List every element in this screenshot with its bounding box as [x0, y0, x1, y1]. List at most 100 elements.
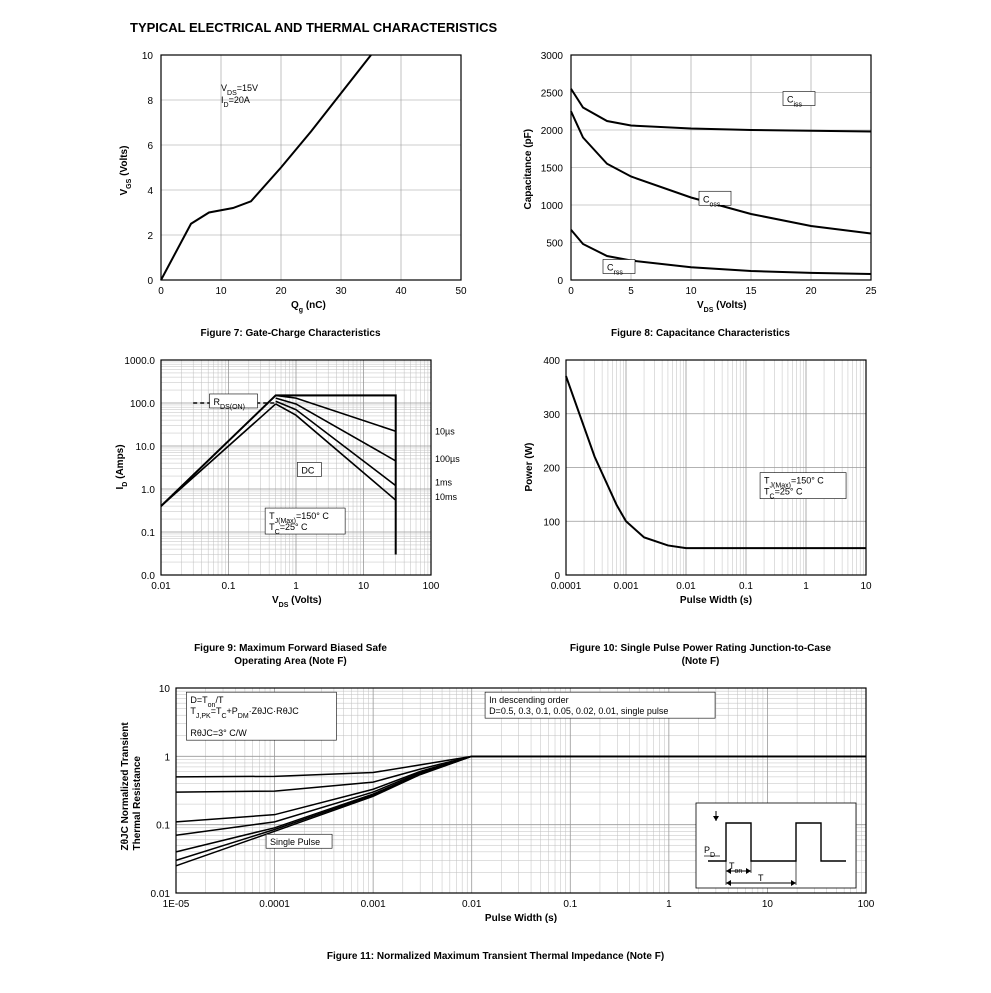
svg-text:1: 1 [666, 899, 672, 910]
svg-text:0.1: 0.1 [156, 821, 170, 832]
svg-text:10.0: 10.0 [135, 442, 155, 453]
svg-text:50: 50 [455, 286, 467, 297]
svg-text:Pulse Width (s): Pulse Width (s) [679, 595, 751, 606]
svg-text:15: 15 [745, 286, 757, 297]
svg-text:2500: 2500 [540, 89, 563, 100]
svg-text:10: 10 [860, 581, 872, 592]
svg-text:1: 1 [803, 581, 809, 592]
svg-text:1: 1 [293, 581, 299, 592]
svg-text:2000: 2000 [540, 126, 563, 137]
svg-text:0.01: 0.01 [676, 581, 696, 592]
svg-text:10: 10 [215, 286, 227, 297]
svg-text:1E-05: 1E-05 [162, 899, 189, 910]
svg-text:5: 5 [628, 286, 634, 297]
fig9-svg: 0.010.11101000.00.11.010.0100.01000.0RDS… [101, 350, 481, 640]
svg-text:ID=20A: ID=20A [221, 95, 250, 109]
svg-text:30: 30 [335, 286, 347, 297]
svg-text:0.0: 0.0 [141, 571, 155, 582]
svg-text:10: 10 [357, 581, 369, 592]
svg-text:40: 40 [395, 286, 407, 297]
svg-text:400: 400 [543, 356, 560, 367]
svg-text:0.1: 0.1 [141, 528, 155, 539]
svg-text:0.1: 0.1 [739, 581, 753, 592]
svg-text:0.0001: 0.0001 [259, 899, 290, 910]
fig8-caption: Figure 8: Capacitance Characteristics [511, 327, 891, 340]
fig8-svg: 0510152025050010001500200025003000CissCo… [511, 45, 891, 325]
svg-text:0: 0 [557, 276, 563, 287]
svg-text:D=0.5, 0.3, 0.1, 0.05, 0.02, 0: D=0.5, 0.3, 0.1, 0.05, 0.02, 0.01, singl… [489, 706, 668, 716]
svg-text:1: 1 [164, 752, 170, 763]
svg-text:0.1: 0.1 [563, 899, 577, 910]
svg-text:200: 200 [543, 464, 560, 475]
svg-text:DC: DC [301, 465, 314, 475]
svg-text:Power (W): Power (W) [524, 443, 535, 492]
svg-text:2: 2 [147, 231, 153, 242]
svg-text:0.001: 0.001 [360, 899, 385, 910]
svg-text:Single Pulse: Single Pulse [270, 837, 320, 847]
fig7-box: 010203040500246810Qg (nC)VGS (Volts)VDS=… [101, 45, 481, 340]
svg-text:500: 500 [546, 239, 563, 250]
svg-text:100: 100 [543, 517, 560, 528]
svg-text:In descending order: In descending order [489, 695, 569, 705]
svg-text:0: 0 [568, 286, 574, 297]
svg-text:0.01: 0.01 [461, 899, 481, 910]
fig11-caption: Figure 11: Normalized Maximum Transient … [101, 950, 891, 963]
svg-text:100.0: 100.0 [129, 399, 154, 410]
fig9-caption: Figure 9: Maximum Forward Biased SafeOpe… [101, 642, 481, 668]
svg-text:20: 20 [805, 286, 817, 297]
svg-text:0: 0 [158, 286, 164, 297]
svg-text:VDS (Volts): VDS (Volts) [272, 595, 322, 609]
svg-text:T: T [758, 873, 764, 883]
svg-text:100: 100 [422, 581, 439, 592]
svg-text:ID (Amps): ID (Amps) [115, 444, 129, 489]
svg-text:3000: 3000 [540, 51, 563, 62]
svg-text:300: 300 [543, 410, 560, 421]
fig8-box: 0510152025050010001500200025003000CissCo… [511, 45, 891, 340]
svg-text:0.001: 0.001 [613, 581, 638, 592]
row-2: 0.010.11101000.00.11.010.0100.01000.0RDS… [20, 350, 971, 668]
svg-text:1.0: 1.0 [141, 485, 155, 496]
svg-text:100: 100 [857, 899, 874, 910]
fig10-caption: Figure 10: Single Pulse Power Rating Jun… [511, 642, 891, 668]
svg-text:1ms: 1ms [435, 478, 453, 488]
svg-text:VGS (Volts): VGS (Volts) [119, 146, 133, 196]
svg-text:100µs: 100µs [435, 454, 460, 464]
fig10-svg: 0.00010.0010.010.11100100200300400TJ(Max… [511, 350, 891, 640]
svg-text:ZθJC Normalized Transient: ZθJC Normalized Transient [120, 722, 131, 851]
fig9-box: 0.010.11101000.00.11.010.0100.01000.0RDS… [101, 350, 481, 668]
fig7-svg: 010203040500246810Qg (nC)VGS (Volts)VDS=… [101, 45, 481, 325]
svg-text:1500: 1500 [540, 164, 563, 175]
svg-text:10µs: 10µs [435, 426, 455, 436]
page: TYPICAL ELECTRICAL AND THERMAL CHARACTER… [20, 20, 971, 963]
svg-text:1000.0: 1000.0 [124, 356, 155, 367]
svg-text:10: 10 [141, 51, 153, 62]
svg-text:0.01: 0.01 [151, 581, 171, 592]
svg-text:Capacitance (pF): Capacitance (pF) [523, 129, 534, 210]
svg-text:25: 25 [865, 286, 877, 297]
svg-text:10ms: 10ms [435, 492, 458, 502]
svg-text:Qg (nC): Qg (nC) [291, 300, 326, 314]
svg-text:4: 4 [147, 186, 153, 197]
svg-text:10: 10 [158, 684, 170, 695]
svg-text:10: 10 [685, 286, 697, 297]
page-title: TYPICAL ELECTRICAL AND THERMAL CHARACTER… [130, 20, 971, 35]
svg-text:10: 10 [761, 899, 773, 910]
fig7-caption: Figure 7: Gate-Charge Characteristics [101, 327, 481, 340]
svg-text:8: 8 [147, 96, 153, 107]
svg-text:0.01: 0.01 [150, 889, 170, 900]
svg-text:VDS (Volts): VDS (Volts) [697, 300, 747, 314]
svg-text:Pulse Width (s): Pulse Width (s) [484, 913, 556, 924]
svg-text:0.0001: 0.0001 [550, 581, 581, 592]
svg-text:20: 20 [275, 286, 287, 297]
svg-text:0: 0 [554, 571, 560, 582]
fig10-box: 0.00010.0010.010.11100100200300400TJ(Max… [511, 350, 891, 668]
row-3: 1E-05 0.0001 0.001 0.01 0.1 1 10 100 0.01 0.1 1 10 D… [20, 678, 971, 963]
row-1: 010203040500246810Qg (nC)VGS (Volts)VDS=… [20, 45, 971, 340]
svg-text:0.1: 0.1 [221, 581, 235, 592]
svg-text:Thermal Resistance: Thermal Resistance [132, 756, 143, 851]
svg-text:6: 6 [147, 141, 153, 152]
fig11-svg: 1E-05 0.0001 0.001 0.01 0.1 1 10 100 0.01 0.1 1 10 D… [101, 678, 891, 948]
fig11-box: 1E-05 0.0001 0.001 0.01 0.1 1 10 100 0.01 0.1 1 10 D… [101, 678, 891, 963]
svg-text:1000: 1000 [540, 201, 563, 212]
svg-text:0: 0 [147, 276, 153, 287]
